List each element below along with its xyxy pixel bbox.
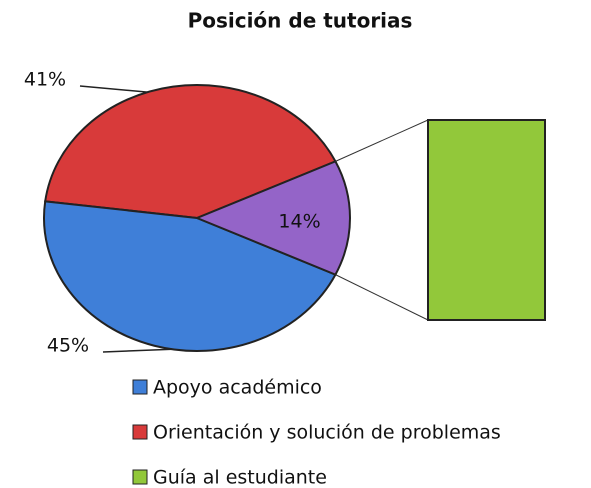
pie-slice bbox=[44, 84, 337, 220]
legend-swatch bbox=[132, 379, 148, 395]
leader-line bbox=[102, 348, 173, 353]
legend-swatch bbox=[132, 424, 148, 440]
data-label: 14% bbox=[278, 211, 320, 233]
bar-segment bbox=[427, 119, 546, 321]
pie-slice bbox=[194, 160, 351, 276]
pie-slice bbox=[43, 200, 337, 352]
data-label: 41% bbox=[24, 69, 66, 91]
data-label: 45% bbox=[47, 335, 89, 357]
legend-label: Orientación y solución de problemas bbox=[153, 422, 501, 444]
legend-swatch bbox=[132, 469, 148, 485]
connector-line bbox=[335, 119, 429, 162]
leader-line bbox=[79, 85, 148, 93]
connector-line bbox=[335, 274, 429, 321]
legend-label: Guía al estudiante bbox=[153, 467, 327, 488]
chart-title: Posición de tutorias bbox=[188, 9, 413, 33]
legend-label: Apoyo académico bbox=[153, 377, 322, 399]
